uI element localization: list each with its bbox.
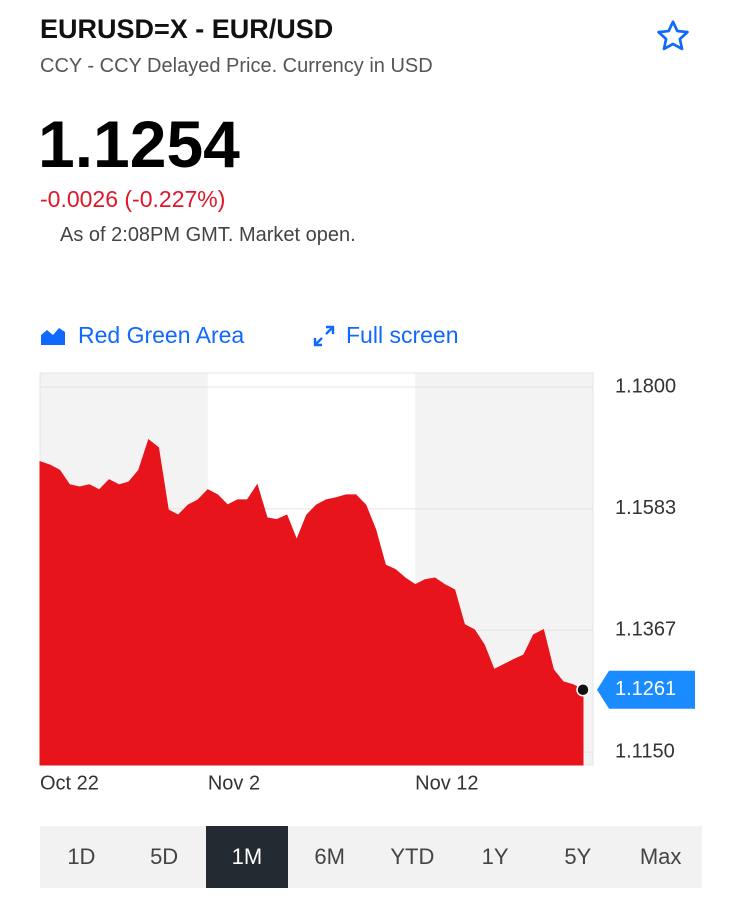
expand-icon xyxy=(313,325,335,346)
chart-style-button[interactable]: Red Green Area xyxy=(40,322,244,349)
current-label: 1.1261 xyxy=(615,678,676,700)
chart-style-label: Red Green Area xyxy=(78,322,245,348)
range-button[interactable]: YTD xyxy=(390,844,435,869)
fullscreen-button[interactable]: Full screen xyxy=(312,322,458,349)
market-status: As of 2:08PM GMT. Market open. xyxy=(60,224,356,246)
range-button[interactable]: 1M xyxy=(205,826,289,888)
y-tick-label: 1.1150 xyxy=(615,740,675,762)
title: EURUSD=X - EUR/USD xyxy=(40,14,334,44)
range-button[interactable]: 6M xyxy=(314,844,345,869)
y-tick-label: 1.1800 xyxy=(615,375,676,397)
x-tick-label: Nov 2 xyxy=(208,772,260,794)
price-change: -0.0026 (-0.227%) xyxy=(40,186,226,212)
x-tick-label: Nov 12 xyxy=(415,772,478,794)
current-tag xyxy=(597,670,695,709)
range-selector: 1D 5D 1M 6M YTD 1Y 5Y Max xyxy=(40,826,702,888)
subtitle: CCY - CCY Delayed Price. Currency in USD xyxy=(40,55,433,77)
y-tick-label: 1.1367 xyxy=(615,618,676,640)
price-area xyxy=(39,438,584,766)
area-icon xyxy=(41,327,65,345)
range-button[interactable]: 5Y xyxy=(564,844,592,869)
range-button[interactable]: 5D xyxy=(150,844,179,869)
x-tick-label: Oct 22 xyxy=(40,772,99,794)
watchlist-star[interactable] xyxy=(654,18,692,54)
fullscreen-label: Full screen xyxy=(346,322,459,348)
range-button[interactable]: 1Y xyxy=(481,844,509,869)
range-button[interactable]: 1D xyxy=(67,844,96,869)
current-dot xyxy=(576,682,590,697)
range-button[interactable]: Max xyxy=(639,844,682,869)
price: 1.1254 xyxy=(38,107,240,181)
y-tick-label: 1.1583 xyxy=(615,497,676,519)
